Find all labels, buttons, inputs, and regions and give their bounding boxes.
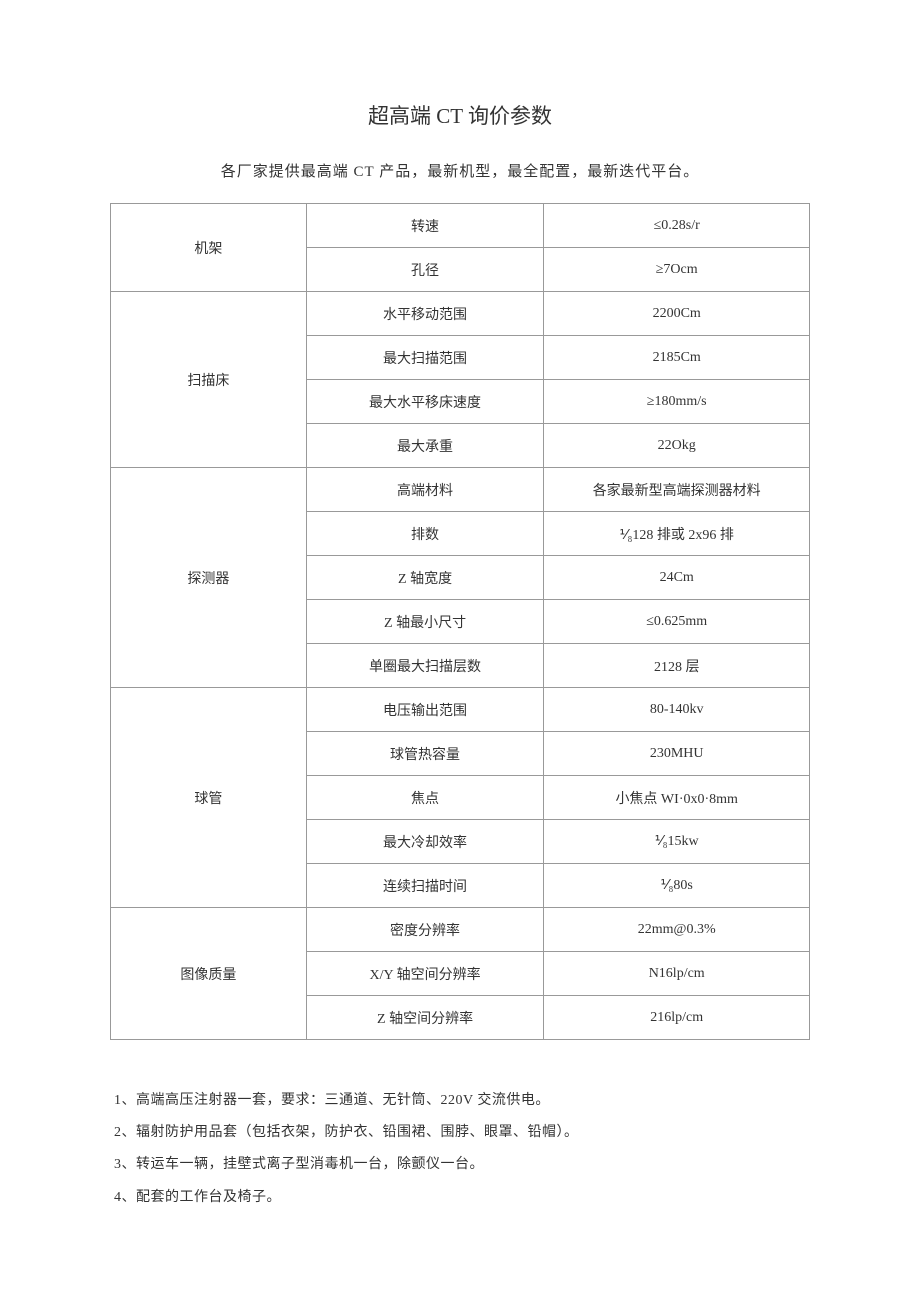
table-row: 球管电压输出范围80-140kv: [111, 688, 810, 732]
value-cell: 22mm@0.3%: [544, 908, 810, 952]
value-cell: ≤0.625mm: [544, 600, 810, 644]
category-cell: 图像质量: [111, 908, 307, 1040]
value-cell: 2128 层: [544, 644, 810, 688]
param-cell: 单圈最大扫描层数: [306, 644, 544, 688]
category-cell: 探测器: [111, 468, 307, 688]
param-cell: Z 轴宽度: [306, 556, 544, 600]
category-cell: 机架: [111, 204, 307, 292]
value-cell: ≥7Ocm: [544, 248, 810, 292]
value-cell: 2200Cm: [544, 292, 810, 336]
param-cell: 水平移动范围: [306, 292, 544, 336]
page-subtitle: 各厂家提供最高端 CT 产品，最新机型，最全配置，最新迭代平台。: [110, 160, 810, 181]
value-cell: ⅟₈15kw: [544, 820, 810, 864]
table-row: 机架转速≤0.28s/r: [111, 204, 810, 248]
value-cell: ⅟₈80s: [544, 864, 810, 908]
category-cell: 扫描床: [111, 292, 307, 468]
param-cell: 最大承重: [306, 424, 544, 468]
param-cell: Z 轴空间分辨率: [306, 996, 544, 1040]
value-cell: 小焦点 WI·0x0·8mm: [544, 776, 810, 820]
value-cell: N16lp/cm: [544, 952, 810, 996]
notes-section: 1、高端高压注射器一套，要求：三通道、无针筒、220V 交流供电。2、辐射防护用…: [110, 1085, 810, 1214]
param-cell: 电压输出范围: [306, 688, 544, 732]
param-cell: 最大扫描范围: [306, 336, 544, 380]
param-cell: Z 轴最小尺寸: [306, 600, 544, 644]
param-cell: 焦点: [306, 776, 544, 820]
category-cell: 球管: [111, 688, 307, 908]
table-row: 图像质量密度分辨率22mm@0.3%: [111, 908, 810, 952]
param-cell: 连续扫描时间: [306, 864, 544, 908]
table-row: 扫描床水平移动范围2200Cm: [111, 292, 810, 336]
value-cell: 22Okg: [544, 424, 810, 468]
param-cell: 高端材料: [306, 468, 544, 512]
value-cell: 2185Cm: [544, 336, 810, 380]
value-cell: 230MHU: [544, 732, 810, 776]
value-cell: ⅟₈128 排或 2x96 排: [544, 512, 810, 556]
value-cell: 24Cm: [544, 556, 810, 600]
spec-table: 机架转速≤0.28s/r孔径≥7Ocm扫描床水平移动范围2200Cm最大扫描范围…: [110, 203, 810, 1040]
note-item: 3、转运车一辆，挂壁式离子型消毒机一台，除颤仪一台。: [114, 1149, 810, 1181]
param-cell: 最大冷却效率: [306, 820, 544, 864]
value-cell: 216lp/cm: [544, 996, 810, 1040]
param-cell: 转速: [306, 204, 544, 248]
note-item: 4、配套的工作台及椅子。: [114, 1182, 810, 1214]
value-cell: ≤0.28s/r: [544, 204, 810, 248]
page-title: 超高端 CT 询价参数: [110, 100, 810, 130]
value-cell: 80-140kv: [544, 688, 810, 732]
param-cell: X/Y 轴空间分辨率: [306, 952, 544, 996]
note-item: 2、辐射防护用品套（包括衣架，防护衣、铅围裙、围脖、眼罩、铅帽）。: [114, 1117, 810, 1149]
param-cell: 排数: [306, 512, 544, 556]
param-cell: 最大水平移床速度: [306, 380, 544, 424]
param-cell: 孔径: [306, 248, 544, 292]
value-cell: ≥180mm/s: [544, 380, 810, 424]
param-cell: 密度分辨率: [306, 908, 544, 952]
param-cell: 球管热容量: [306, 732, 544, 776]
value-cell: 各家最新型高端探测器材料: [544, 468, 810, 512]
table-row: 探测器高端材料各家最新型高端探测器材料: [111, 468, 810, 512]
note-item: 1、高端高压注射器一套，要求：三通道、无针筒、220V 交流供电。: [114, 1085, 810, 1117]
